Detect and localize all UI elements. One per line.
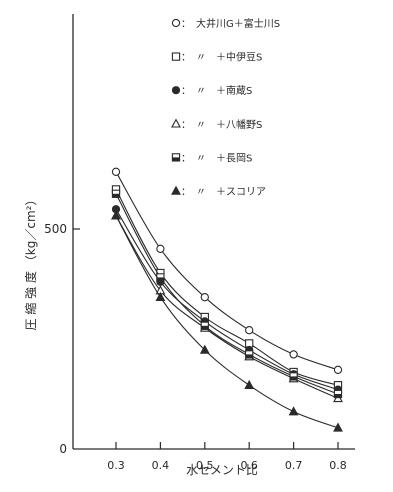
series-6 xyxy=(111,210,343,432)
data-point-fill xyxy=(201,325,209,330)
data-point xyxy=(289,350,298,359)
data-point xyxy=(155,291,166,301)
data-point xyxy=(333,422,343,432)
x-axis-label: 水セメント比 xyxy=(186,463,258,477)
data-point xyxy=(289,372,298,381)
x-tick-label: 0.7 xyxy=(285,459,303,472)
data-point xyxy=(156,273,165,282)
series-line xyxy=(115,171,339,371)
data-point xyxy=(171,185,181,195)
legend-colon: ： xyxy=(181,19,191,30)
series-line xyxy=(115,215,339,429)
series-3 xyxy=(111,205,343,394)
x-tick-label: 0.8 xyxy=(329,459,347,472)
data-point xyxy=(171,118,181,128)
legend-label: 〃 ＋中伊豆S xyxy=(196,51,262,64)
data-point xyxy=(111,167,121,176)
series-line xyxy=(115,215,339,399)
x-tick-label: 0.4 xyxy=(152,459,170,472)
data-point-fill xyxy=(156,277,164,281)
legend-label: 〃 ＋長岡S xyxy=(196,152,252,164)
legend-label: 大井川G＋富士川S xyxy=(196,17,280,30)
data-point xyxy=(333,389,343,399)
legend-label: 〃 ＋スコリア xyxy=(196,187,266,198)
data-point xyxy=(111,189,121,198)
data-point xyxy=(245,326,254,335)
y-axis-label: 圧 縮 強 度 （kg／cm²） xyxy=(23,194,38,331)
x-tick-label: 0.6 xyxy=(240,459,258,472)
data-point xyxy=(171,18,181,28)
x-tick-label: 0.5 xyxy=(196,459,214,472)
data-point xyxy=(200,321,209,330)
legend-label: 〃 ＋八幡野S xyxy=(196,118,262,131)
legend-colon: ： xyxy=(181,187,191,198)
data-point xyxy=(200,293,209,302)
series-4 xyxy=(111,210,343,403)
data-point-fill xyxy=(334,394,342,398)
y-tick-label: 0 xyxy=(59,442,67,456)
data-point-fill xyxy=(172,157,180,161)
legend: ： 大井川G＋富士川S ： 〃 ＋中伊豆S ： 〃 ＋南蔵S ： 〃 ＋八幡野S ： 〃 ＋長岡S… xyxy=(171,17,280,198)
data-point-fill xyxy=(245,354,253,358)
data-point-fill xyxy=(112,193,120,198)
legend-colon: ： xyxy=(181,120,191,131)
data-point xyxy=(171,153,181,162)
legend-colon: ： xyxy=(181,86,191,97)
data-point xyxy=(288,406,299,416)
data-point-fill xyxy=(290,376,298,380)
x-tick-label: 0.3 xyxy=(107,459,125,472)
legend-colon: ： xyxy=(181,153,191,164)
data-point xyxy=(171,52,181,61)
series-layer xyxy=(111,167,343,432)
series-line xyxy=(115,189,339,386)
series-5 xyxy=(111,189,343,399)
series-line xyxy=(115,193,339,395)
data-point xyxy=(111,210,121,220)
axes: 0.3 0.4 0.5 0.6 0.7 0.8 0 500 xyxy=(44,14,355,472)
legend-label: 〃 ＋南蔵S xyxy=(196,84,252,97)
data-point xyxy=(171,86,181,95)
data-point xyxy=(244,379,255,389)
data-point xyxy=(156,244,165,253)
legend-colon: ： xyxy=(181,53,191,64)
series-1 xyxy=(111,167,343,374)
data-point xyxy=(199,344,210,354)
series-2 xyxy=(111,185,343,390)
y-tick-label: 500 xyxy=(44,222,67,236)
data-point xyxy=(245,350,254,359)
series-line xyxy=(115,208,339,391)
data-point xyxy=(333,365,343,374)
